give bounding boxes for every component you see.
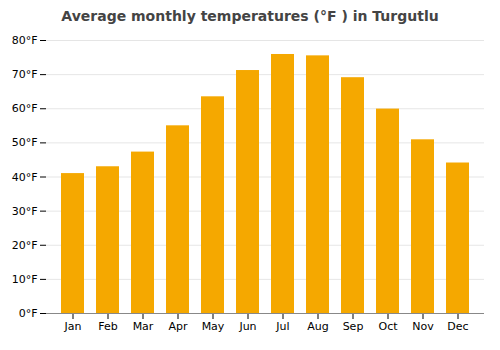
svg-text:80°F: 80°F (12, 34, 38, 47)
svg-text:Nov: Nov (412, 320, 434, 333)
svg-text:30°F: 30°F (12, 205, 38, 218)
svg-text:Mar: Mar (133, 320, 154, 333)
svg-text:Jun: Jun (238, 320, 256, 333)
svg-text:Jan: Jan (64, 320, 82, 333)
svg-text:Feb: Feb (98, 320, 117, 333)
svg-text:Dec: Dec (447, 320, 468, 333)
svg-text:20°F: 20°F (12, 239, 38, 252)
svg-text:Sep: Sep (343, 320, 364, 333)
html-text:Average monthly temperatures (: Average monthly temperatures (°F ) in Tu… (61, 8, 439, 24)
svg-text:Aug: Aug (307, 320, 328, 333)
svg-text:10°F: 10°F (12, 273, 38, 286)
svg-text:40°F: 40°F (12, 171, 38, 184)
svg-text:50°F: 50°F (12, 136, 38, 149)
svg-text:Apr: Apr (168, 320, 188, 333)
svg-text:70°F: 70°F (12, 68, 38, 81)
svg-text:0°F: 0°F (19, 307, 38, 320)
svg-text:60°F: 60°F (12, 102, 38, 115)
svg-text:Oct: Oct (378, 320, 398, 333)
svg-text:May: May (202, 320, 225, 333)
svg-text:Jul: Jul (275, 320, 289, 333)
